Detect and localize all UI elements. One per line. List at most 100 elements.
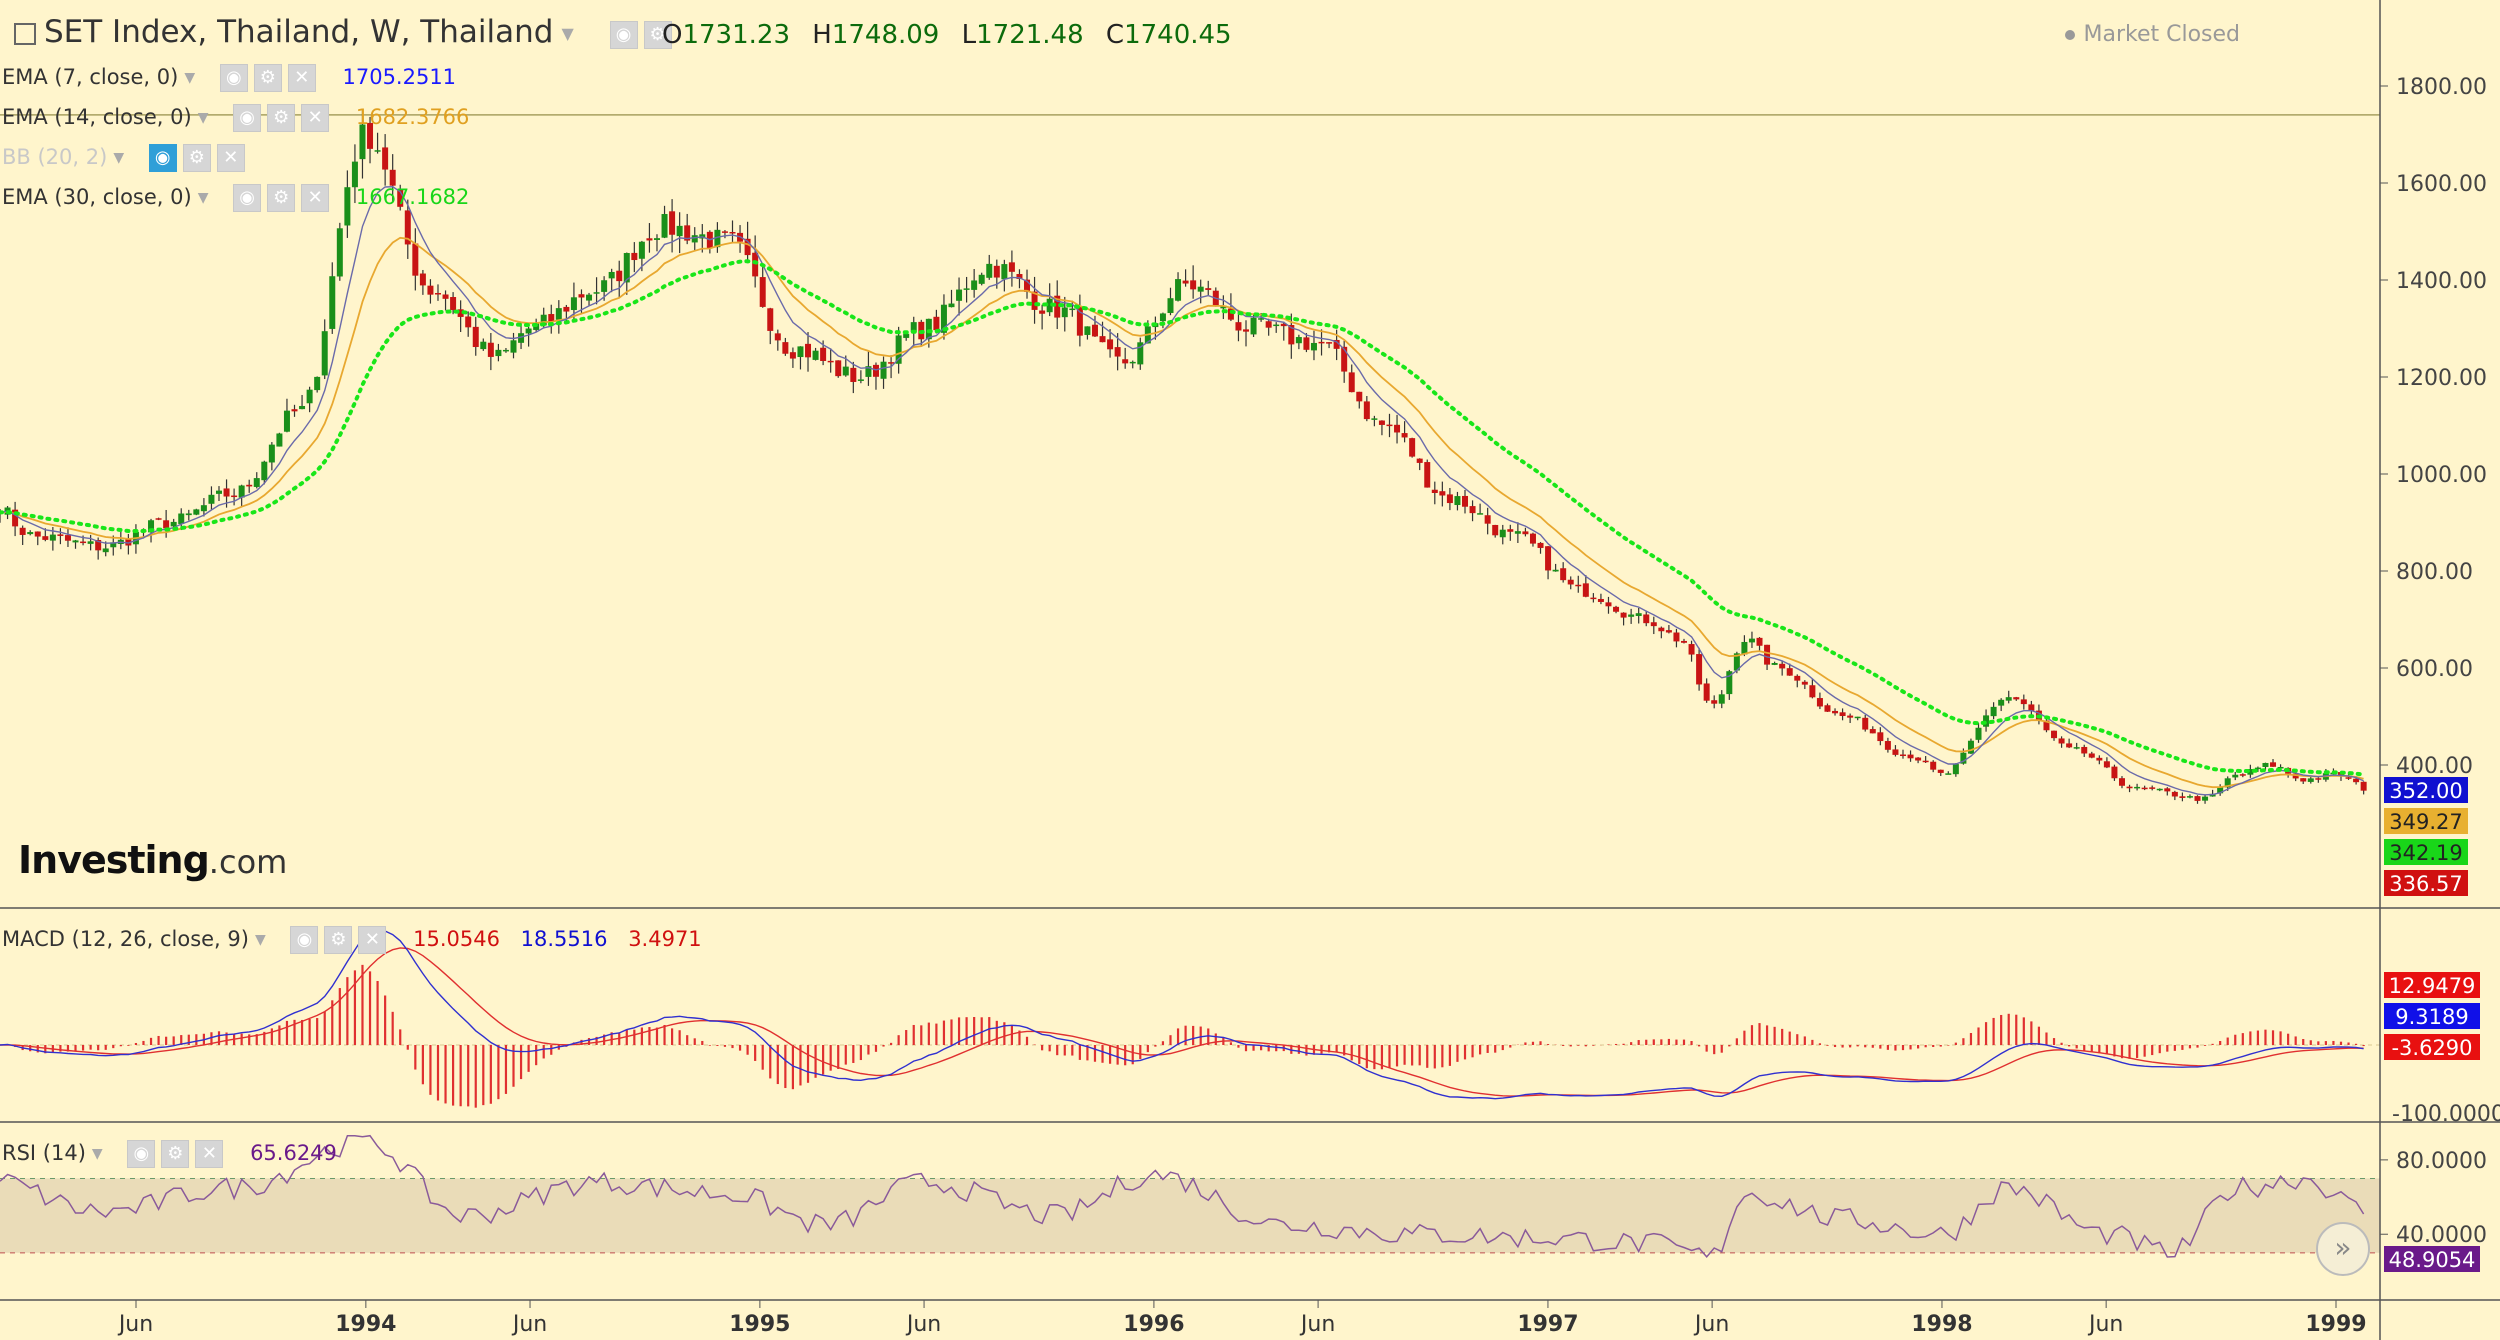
candle [1499, 524, 1506, 545]
close-icon[interactable]: ✕ [358, 926, 387, 954]
eye-icon[interactable]: ◉ [148, 144, 177, 172]
x-tick-label: 1998 [1911, 1312, 1972, 1337]
candle [34, 531, 41, 546]
candle [442, 290, 449, 311]
candle [1930, 760, 1937, 773]
price-badge-label: 352.00 [2389, 779, 2462, 803]
candle [2202, 795, 2209, 804]
chevron-down-icon[interactable]: ▼ [197, 110, 209, 126]
candle [2111, 764, 2118, 781]
candle [2103, 757, 2110, 769]
candle [1824, 703, 1831, 712]
candle [2262, 762, 2269, 771]
candle [586, 292, 593, 306]
gear-icon[interactable]: ⚙ [643, 21, 672, 49]
candle [465, 311, 472, 337]
candle [1484, 507, 1491, 535]
indicator-ema14[interactable]: EMA (14, close, 0) ▼ ◉ ⚙ ✕ 1682.3766 [2, 104, 469, 132]
candle [2164, 787, 2171, 796]
indicator-ema7[interactable]: EMA (7, close, 0) ▼ ◉ ⚙ ✕ 1705.2511 [2, 64, 456, 92]
chevron-down-icon[interactable]: ▼ [91, 1146, 103, 1162]
candle [1786, 663, 1793, 676]
x-tick-label: 1999 [2305, 1312, 2366, 1337]
candle [19, 525, 26, 545]
candle [450, 292, 457, 315]
rsi-line [0, 1134, 2365, 1259]
candle [1069, 300, 1076, 317]
ohlc-close-value: 1740.45 [1124, 20, 1232, 50]
candle [1862, 714, 1869, 732]
ohlc-open-value: 1731.23 [682, 20, 790, 50]
candle [1613, 605, 1620, 614]
eye-icon[interactable]: ◉ [127, 1140, 156, 1168]
indicator-ema30[interactable]: EMA (30, close, 0) ▼ ◉ ⚙ ✕ 1667.1682 [2, 184, 469, 212]
candle [1915, 757, 1922, 764]
gear-icon[interactable]: ⚙ [267, 184, 296, 212]
candle [1122, 347, 1129, 369]
chevron-down-icon[interactable]: ▼ [184, 70, 196, 86]
ema14-line [0, 236, 2364, 789]
gear-icon[interactable]: ⚙ [253, 64, 282, 92]
candle [1748, 631, 1755, 648]
candle [1409, 437, 1416, 458]
x-tick-label: 1994 [335, 1312, 396, 1337]
candle [344, 170, 351, 238]
close-icon[interactable]: ✕ [287, 64, 316, 92]
indicator-macd-label: MACD (12, 26, close, 9) [2, 927, 249, 951]
candle [948, 289, 955, 308]
rsi-value: 65.6249 [250, 1141, 337, 1165]
gear-icon[interactable]: ⚙ [324, 926, 353, 954]
close-icon[interactable]: ✕ [301, 104, 330, 132]
collapse-icon[interactable] [14, 22, 36, 45]
eye-icon[interactable]: ◉ [609, 21, 638, 49]
candle [276, 432, 283, 447]
indicator-macd[interactable]: MACD (12, 26, close, 9) ▼ ◉ ⚙ ✕ 15.0546 18.… [2, 926, 702, 954]
candle [691, 227, 698, 251]
candle [2179, 792, 2186, 802]
eye-icon[interactable]: ◉ [233, 184, 262, 212]
candle [1877, 727, 1884, 746]
eye-icon[interactable]: ◉ [290, 926, 319, 954]
macd-value: 15.0546 [413, 927, 500, 951]
candlestick-series [0, 108, 2367, 804]
close-icon[interactable]: ✕ [216, 144, 245, 172]
candle [472, 316, 479, 356]
status-dot-icon [2065, 30, 2076, 40]
candle [653, 234, 660, 252]
candle [1348, 364, 1355, 393]
candle [706, 230, 713, 254]
candle [1741, 635, 1748, 657]
price-badge: 342.19 [2384, 839, 2468, 865]
gear-icon[interactable]: ⚙ [161, 1140, 190, 1168]
gear-icon[interactable]: ⚙ [182, 144, 211, 172]
scroll-to-realtime-button[interactable]: » [2316, 1222, 2370, 1276]
chevron-down-icon[interactable]: ▼ [561, 24, 574, 43]
indicator-bb[interactable]: BB (20, 2) ▼ ◉ ⚙ ✕ [2, 144, 251, 172]
close-icon[interactable]: ✕ [301, 184, 330, 212]
macd-signal-line [0, 947, 2364, 1097]
x-tick-label: Jun [117, 1312, 153, 1337]
chevron-down-icon[interactable]: ▼ [197, 190, 209, 206]
gear-icon[interactable]: ⚙ [267, 104, 296, 132]
page-title: SET Index, Thailand, W, Thailand [44, 14, 554, 50]
candle [2141, 785, 2148, 791]
candle [1446, 487, 1453, 511]
eye-icon[interactable]: ◉ [233, 104, 262, 132]
x-tick-label: 1995 [729, 1312, 790, 1337]
close-icon[interactable]: ✕ [195, 1140, 224, 1168]
candle [495, 343, 502, 362]
candle [434, 284, 441, 301]
chevron-down-icon[interactable]: ▼ [254, 932, 266, 948]
indicator-rsi[interactable]: RSI (14) ▼ ◉ ⚙ ✕ 65.6249 [2, 1140, 337, 1168]
ohlc-high-value: 1748.09 [831, 20, 940, 50]
ohlc-readout: O1731.23 H1748.09 L1721.48 C1740.45 [648, 20, 1232, 50]
candle [789, 347, 796, 368]
candle [1220, 295, 1227, 320]
price-badge: 349.27 [2384, 808, 2468, 834]
candle [1711, 695, 1718, 709]
eye-icon[interactable]: ◉ [219, 64, 248, 92]
chevron-down-icon[interactable]: ▼ [113, 150, 125, 166]
candle [1084, 326, 1091, 340]
